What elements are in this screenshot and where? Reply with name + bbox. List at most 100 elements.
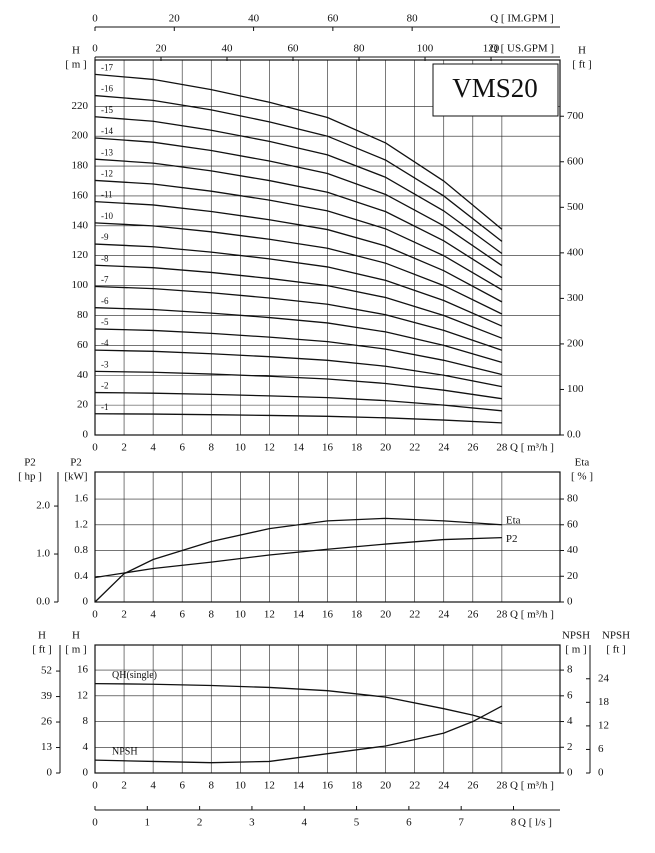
y-axis-title: [kW] xyxy=(64,471,87,483)
y3-axis-title: [ ft ] xyxy=(32,644,52,656)
y-tick-label: 0 xyxy=(83,767,89,779)
curve-label: -7 xyxy=(101,275,109,285)
y2-tick-label: 4 xyxy=(567,715,573,727)
x-tick-label: 4 xyxy=(150,780,156,792)
y-tick-label: 0 xyxy=(83,596,89,608)
bottom-tick-label: 4 xyxy=(301,817,307,829)
y2-tick-label: 8 xyxy=(567,664,573,676)
y2-axis-title: Eta xyxy=(575,457,590,469)
bottom-tick-label: 8 xyxy=(511,817,517,829)
y-tick-label: 1.2 xyxy=(74,518,88,530)
x-tick-label: 26 xyxy=(467,442,479,454)
x-tick-label: 16 xyxy=(322,780,334,792)
y-tick-label: 140 xyxy=(72,219,89,231)
y2-tick-label: 600 xyxy=(567,155,584,167)
y4-tick-label: 18 xyxy=(598,696,610,708)
x-tick-label: 8 xyxy=(209,780,215,792)
y3-tick-label: 1.0 xyxy=(36,548,50,560)
plot-frame xyxy=(94,644,561,774)
y4-tick-label: 6 xyxy=(598,743,604,755)
curve-label: -15 xyxy=(101,105,113,115)
curve-label: -6 xyxy=(101,296,109,306)
x-axis-title: Q [ m³/h ] xyxy=(510,442,554,454)
curve xyxy=(94,73,503,230)
y2-axis-title: H xyxy=(578,45,586,57)
y3-tick-label: 39 xyxy=(41,690,53,702)
bottom-tick-label: 5 xyxy=(354,817,360,829)
y3-axis-title: P2 xyxy=(24,457,36,469)
y-tick-label: 12 xyxy=(77,689,88,701)
x-tick-label: 28 xyxy=(496,780,508,792)
top-tick-label: 20 xyxy=(169,13,181,25)
top-tick-label: 60 xyxy=(327,13,339,25)
y4-axis-title: NPSH xyxy=(602,630,630,642)
x-tick-label: 12 xyxy=(264,780,275,792)
top-axis-title: Q [ IM.GPM ] xyxy=(490,13,554,25)
x-tick-label: 2 xyxy=(121,609,127,621)
x-tick-label: 2 xyxy=(121,780,127,792)
y2-tick-label: 0 xyxy=(567,596,573,608)
y2-axis-title: [ m ] xyxy=(565,644,586,656)
curve-label: -11 xyxy=(101,190,113,200)
y2-tick-label: 500 xyxy=(567,201,584,213)
curve-label: -4 xyxy=(101,338,109,348)
plot-frame xyxy=(94,59,561,436)
x-tick-label: 6 xyxy=(179,609,185,621)
curve-label: -1 xyxy=(101,402,109,412)
x-tick-label: 6 xyxy=(179,442,185,454)
chart-title: VMS20 xyxy=(452,73,538,103)
y4-axis-title: [ ft ] xyxy=(606,644,626,656)
x-tick-label: 4 xyxy=(150,609,156,621)
curve xyxy=(94,94,503,242)
y-tick-label: 4 xyxy=(83,741,89,753)
model-box xyxy=(432,63,559,117)
curve xyxy=(94,285,503,351)
y3-tick-label: 13 xyxy=(41,741,53,753)
curve xyxy=(94,200,503,303)
y-tick-label: 120 xyxy=(72,249,89,261)
y3-tick-label: 0.0 xyxy=(36,596,50,608)
x-tick-label: 4 xyxy=(150,442,156,454)
y4-tick-label: 0 xyxy=(598,767,604,779)
curve xyxy=(94,179,503,291)
y-tick-label: 80 xyxy=(77,309,89,321)
plots: 0 2 4 6 8 10 12 14 16 18 20 22 24 26 28 Q [ m³/h ]02040… xyxy=(18,13,630,829)
bottom-tick-label: 3 xyxy=(249,817,255,829)
bottom-tick-label: 6 xyxy=(406,817,412,829)
y2-tick-label: 20 xyxy=(567,570,579,582)
y-tick-label: 40 xyxy=(77,369,89,381)
y-axis-title: P2 xyxy=(70,457,82,469)
top-tick-label: 40 xyxy=(248,13,260,25)
y-tick-label: 0.4 xyxy=(74,570,88,582)
curve xyxy=(94,682,503,725)
x-tick-label: 22 xyxy=(409,609,420,621)
y2-axis-title: NPSH xyxy=(562,630,590,642)
y2-tick-label: 400 xyxy=(567,246,584,258)
x-tick-label: 24 xyxy=(438,780,450,792)
bottom-tick-label: 2 xyxy=(197,817,203,829)
bottom-tick-label: 0 xyxy=(92,817,98,829)
curve xyxy=(94,264,503,339)
curve-label: -8 xyxy=(101,253,109,263)
top-tick-label: 40 xyxy=(222,43,234,55)
x-tick-label: 20 xyxy=(380,609,392,621)
top-tick-label: 0 xyxy=(92,13,98,25)
x-tick-label: 14 xyxy=(293,442,305,454)
x-tick-label: 20 xyxy=(380,442,392,454)
x-tick-label: 6 xyxy=(179,780,185,792)
x-tick-label: 16 xyxy=(322,609,334,621)
y-tick-label: 60 xyxy=(77,339,89,351)
y-tick-label: 0.8 xyxy=(74,544,88,556)
curve xyxy=(94,391,502,412)
curve-label: QH(single) xyxy=(112,670,157,681)
bottom-tick-label: 1 xyxy=(145,817,151,829)
curve-label: -2 xyxy=(101,381,109,391)
top-tick-label: 100 xyxy=(417,43,434,55)
x-tick-label: 28 xyxy=(496,609,508,621)
x-tick-label: 14 xyxy=(293,609,305,621)
y-tick-label: 160 xyxy=(72,189,89,201)
y-tick-label: 20 xyxy=(77,399,89,411)
y-axis-title: [ m ] xyxy=(65,59,86,71)
curve xyxy=(94,536,502,579)
